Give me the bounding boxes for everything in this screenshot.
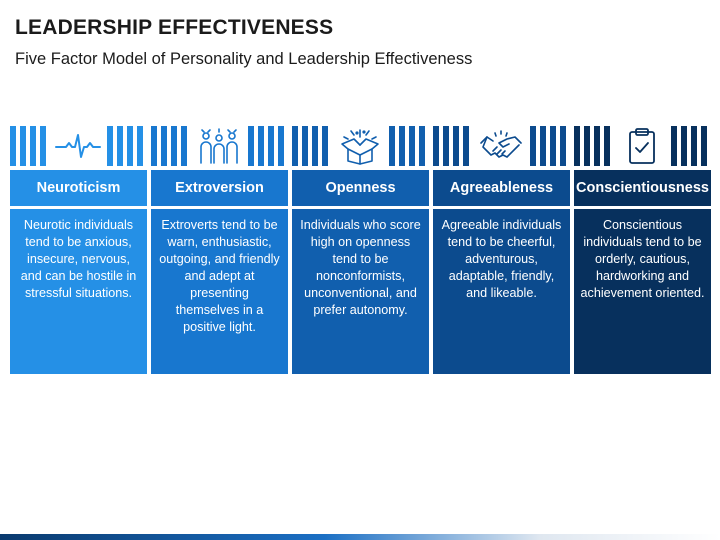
stripe — [574, 126, 580, 166]
stripe-pattern — [151, 126, 284, 166]
stripe — [20, 126, 26, 166]
stripe — [389, 126, 395, 166]
stripe-band — [433, 126, 570, 166]
handshake-icon — [475, 126, 527, 166]
stripe — [10, 126, 16, 166]
stripe — [40, 126, 46, 166]
stripe — [312, 126, 318, 166]
stripe-pattern — [433, 126, 566, 166]
people-icon — [193, 126, 245, 166]
stripe — [268, 126, 274, 166]
stripe — [550, 126, 556, 166]
stripe — [463, 126, 469, 166]
stripe — [107, 126, 113, 166]
stripe — [540, 126, 546, 166]
stripe-pattern — [574, 126, 707, 166]
stripe — [137, 126, 143, 166]
stripe — [409, 126, 415, 166]
trait-description: Individuals who score high on openness t… — [292, 209, 429, 374]
stripe-band — [292, 126, 429, 166]
stripe — [292, 126, 298, 166]
heartbeat-icon — [52, 126, 104, 166]
stripe — [151, 126, 157, 166]
trait-column-conscientiousness: Conscientiousness Conscientious individu… — [574, 126, 711, 415]
stripe — [681, 126, 687, 166]
stripe — [258, 126, 264, 166]
trait-column-extroversion: Extroversion Extroverts tend to be warn,… — [151, 126, 288, 415]
stripe — [604, 126, 610, 166]
trait-name: Agreeableness — [433, 170, 570, 206]
trait-description: Conscientious individuals tend to be ord… — [574, 209, 711, 374]
bottom-gradient-bar — [0, 534, 720, 540]
trait-relation: Positively Related — [574, 374, 711, 415]
trait-description: Neurotic individuals tend to be anxious,… — [10, 209, 147, 374]
stripe — [399, 126, 405, 166]
trait-name: Conscientiousness — [574, 170, 711, 206]
stripe — [530, 126, 536, 166]
stripe-pattern — [10, 126, 143, 166]
trait-relation: Positively Related — [292, 374, 429, 415]
stripe — [117, 126, 123, 166]
stripe — [322, 126, 328, 166]
trait-relation: Positively Related — [433, 374, 570, 415]
trait-description: Agreeable individuals tend to be cheerfu… — [433, 209, 570, 374]
stripe — [171, 126, 177, 166]
stripe — [671, 126, 677, 166]
slide-subtitle: Five Factor Model of Personality and Lea… — [15, 50, 473, 68]
stripe-band — [151, 126, 288, 166]
stripe — [594, 126, 600, 166]
trait-name: Extroversion — [151, 170, 288, 206]
stripe — [443, 126, 449, 166]
stripe — [453, 126, 459, 166]
stripe — [560, 126, 566, 166]
trait-column-openness: Openness Individuals who score high on o… — [292, 126, 429, 415]
trait-column-neuroticism: Neuroticism Neurotic individuals tend to… — [10, 126, 147, 415]
stripe-pattern — [292, 126, 425, 166]
stripe — [30, 126, 36, 166]
stripe — [127, 126, 133, 166]
trait-relation: Positively Related — [151, 374, 288, 415]
stripe-band — [10, 126, 147, 166]
trait-description: Extroverts tend to be warn, enthusiastic… — [151, 209, 288, 374]
clipboard-check-icon — [616, 126, 668, 166]
stripe-band — [574, 126, 711, 166]
stripe — [248, 126, 254, 166]
stripe — [161, 126, 167, 166]
stripe — [701, 126, 707, 166]
stripe — [419, 126, 425, 166]
slide-title: LEADERSHIP EFFECTIVENESS — [15, 16, 334, 39]
stripe — [691, 126, 697, 166]
open-box-icon — [334, 126, 386, 166]
trait-column-agreeableness: Agreeableness Agreeable individuals tend… — [433, 126, 570, 415]
trait-relation: Negatively Related — [10, 374, 147, 415]
stripe — [302, 126, 308, 166]
stripe — [181, 126, 187, 166]
stripe — [584, 126, 590, 166]
stripe — [278, 126, 284, 166]
trait-name: Openness — [292, 170, 429, 206]
trait-name: Neuroticism — [10, 170, 147, 206]
stripe — [433, 126, 439, 166]
